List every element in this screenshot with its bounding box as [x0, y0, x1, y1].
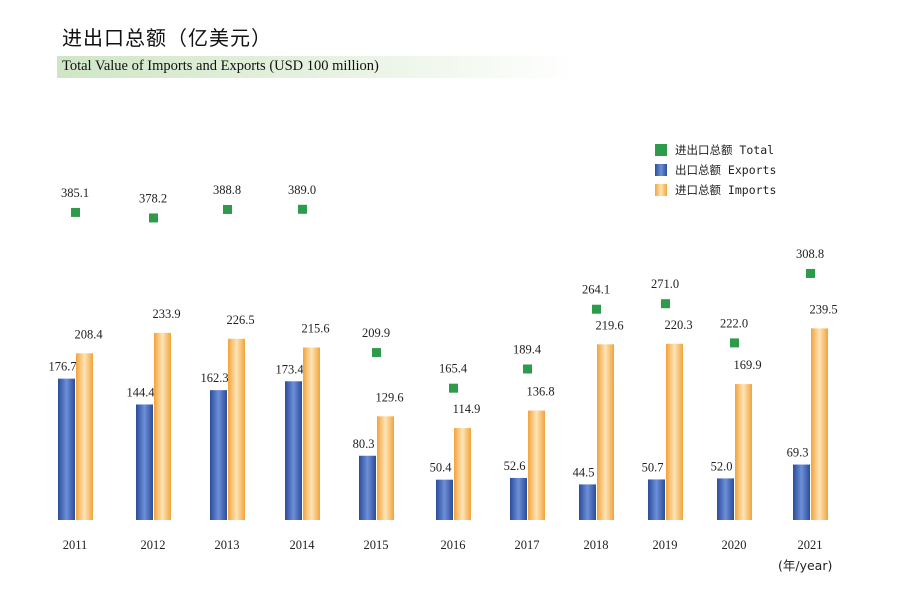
x-tick-2019: 2019 — [653, 538, 678, 552]
legend-swatch-exports — [655, 164, 667, 176]
x-tick-2014: 2014 — [290, 538, 316, 552]
bar-imports-2012 — [154, 332, 171, 520]
label-imports-2017: 136.8 — [526, 385, 554, 399]
bar-exports-2021 — [793, 464, 810, 520]
chart-subtitle: Total Value of Imports and Exports (USD … — [62, 58, 379, 74]
label-imports-2016: 114.9 — [453, 402, 481, 416]
bar-exports-2016 — [436, 479, 453, 520]
label-exports-2012: 144.4 — [126, 385, 155, 399]
bar-imports-2021 — [811, 328, 828, 520]
x-tick-2011: 2011 — [63, 538, 88, 552]
bar-exports-2011 — [58, 378, 75, 520]
bar-imports-2014 — [303, 347, 320, 520]
bar-exports-2017 — [510, 477, 527, 520]
bar-imports-2015 — [377, 416, 394, 520]
bar-exports-2012 — [136, 404, 153, 520]
x-tick-2021: 2021 — [798, 538, 823, 552]
marker-total-2018 — [592, 304, 601, 314]
marker-total-2011 — [71, 207, 80, 217]
label-total-2016: 165.4 — [439, 362, 468, 376]
legend-swatch-imports — [655, 184, 667, 196]
label-total-2015: 209.9 — [362, 326, 390, 340]
bar-imports-2019 — [666, 343, 683, 520]
marker-total-2012 — [149, 213, 158, 223]
label-exports-2020: 52.0 — [711, 459, 733, 473]
marker-total-2020 — [730, 338, 739, 348]
x-axis-unit-label: (年/year) — [778, 558, 833, 573]
x-tick-2015: 2015 — [364, 538, 389, 552]
legend-item-total: 进出口总额 Total — [655, 140, 776, 160]
label-exports-2015: 80.3 — [353, 437, 375, 451]
label-imports-2011: 208.4 — [74, 327, 103, 341]
marker-total-2017 — [523, 364, 532, 374]
legend-swatch-total — [655, 144, 667, 156]
label-exports-2021: 69.3 — [787, 446, 809, 460]
bar-exports-2015 — [359, 455, 376, 520]
chart-title: 进出口总额（亿美元） — [62, 26, 272, 50]
marker-total-2021 — [806, 268, 815, 278]
label-imports-2014: 215.6 — [301, 322, 329, 336]
label-total-2013: 388.8 — [213, 183, 241, 197]
label-total-2012: 378.2 — [139, 191, 167, 205]
label-exports-2014: 173.4 — [275, 362, 304, 376]
bar-imports-2017 — [528, 410, 545, 520]
label-total-2021: 308.8 — [796, 247, 824, 261]
marker-total-2015 — [372, 348, 381, 358]
legend-label-exports: 出口总额 Exports — [675, 163, 777, 177]
label-exports-2011: 176.7 — [48, 360, 76, 374]
x-tick-2018: 2018 — [584, 538, 609, 552]
label-imports-2012: 233.9 — [152, 307, 180, 321]
label-total-2011: 385.1 — [61, 186, 89, 200]
label-imports-2021: 239.5 — [809, 302, 837, 316]
label-exports-2013: 162.3 — [200, 371, 228, 385]
label-exports-2019: 50.7 — [642, 460, 664, 474]
label-imports-2018: 219.6 — [595, 318, 623, 332]
marker-total-2014 — [298, 204, 307, 214]
x-tick-2016: 2016 — [441, 538, 466, 552]
bar-exports-2018 — [579, 484, 596, 520]
label-total-2020: 222.0 — [720, 316, 748, 330]
subtitle-band — [57, 56, 577, 78]
label-total-2017: 189.4 — [513, 342, 542, 356]
x-tick-2017: 2017 — [515, 538, 540, 552]
bar-imports-2011 — [76, 353, 93, 520]
label-total-2018: 264.1 — [582, 283, 610, 297]
bar-exports-2013 — [210, 390, 227, 520]
bar-imports-2018 — [597, 344, 614, 520]
bar-imports-2013 — [228, 338, 245, 520]
legend-label-imports: 进口总额 Imports — [675, 183, 777, 197]
bar-exports-2020 — [717, 478, 734, 520]
bar-imports-2016 — [454, 428, 471, 520]
label-imports-2019: 220.3 — [664, 318, 692, 332]
label-imports-2013: 226.5 — [226, 313, 254, 327]
label-exports-2018: 44.5 — [573, 465, 595, 479]
label-imports-2020: 169.9 — [733, 358, 761, 372]
bar-exports-2019 — [648, 479, 665, 520]
label-exports-2016: 50.4 — [430, 461, 453, 475]
legend-item-exports: 出口总额 Exports — [655, 160, 776, 180]
marker-total-2019 — [661, 299, 670, 309]
legend-label-total: 进出口总额 Total — [675, 143, 775, 157]
x-tick-2020: 2020 — [722, 538, 747, 552]
legend: 进出口总额 Total 出口总额 Exports 进口总额 Imports — [655, 140, 776, 200]
marker-total-2013 — [223, 204, 232, 214]
label-total-2019: 271.0 — [651, 277, 679, 291]
marker-total-2016 — [449, 383, 458, 393]
label-exports-2017: 52.6 — [504, 459, 526, 473]
legend-item-imports: 进口总额 Imports — [655, 180, 776, 200]
bar-exports-2014 — [285, 381, 302, 520]
x-tick-2013: 2013 — [215, 538, 240, 552]
bar-imports-2020 — [735, 384, 752, 520]
x-tick-2012: 2012 — [141, 538, 166, 552]
label-imports-2015: 129.6 — [375, 390, 403, 404]
label-total-2014: 389.0 — [288, 183, 316, 197]
